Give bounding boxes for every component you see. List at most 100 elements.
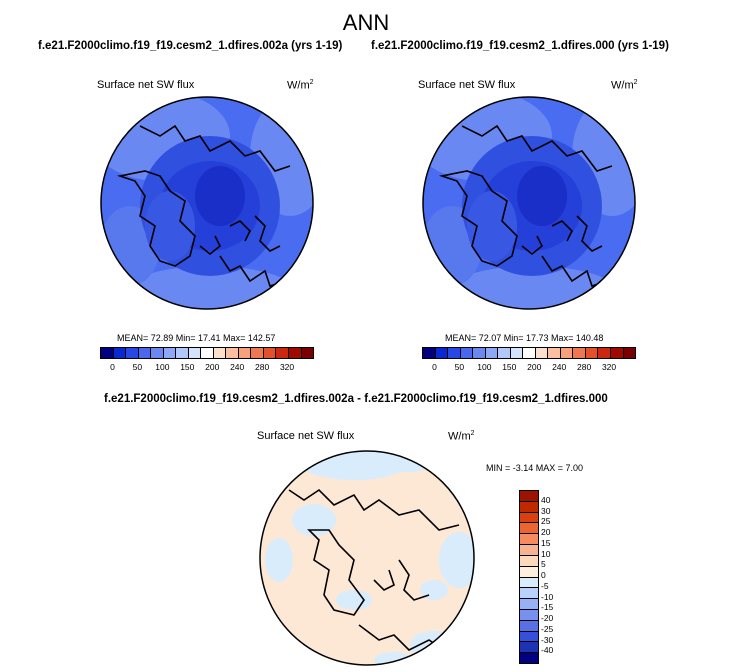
colorbar-swatch [498, 348, 511, 358]
colorbar-swatch [523, 348, 536, 358]
diff-units-label: W/m2 [448, 430, 475, 443]
colorbar-tick-label: 240 [230, 362, 245, 372]
right-variable-label: Surface net SW flux [418, 79, 516, 91]
left-units-label: W/m2 [287, 79, 314, 92]
colorbar-swatch [251, 348, 264, 358]
right-units-label: W/m2 [611, 79, 638, 92]
colorbar-swatch [520, 653, 538, 663]
colorbar-swatch [423, 348, 436, 358]
colorbar-tick-label: 100 [477, 362, 492, 372]
colorbar-swatch [520, 566, 538, 578]
colorbar-tick-label: 280 [577, 362, 592, 372]
colorbar-tick-label: -25 [541, 623, 554, 634]
colorbar-swatch [520, 599, 538, 610]
colorbar-tick-label: -40 [541, 645, 554, 656]
colorbar-tick-label: -10 [541, 591, 554, 602]
colorbar-swatch [520, 642, 538, 654]
left-colorbar-ticks: 0 50 100 150 200 240 280 320 [100, 362, 312, 374]
colorbar-swatch [520, 588, 538, 600]
left-stats: MEAN= 72.89 Min= 17.41 Max= 142.57 [117, 333, 276, 343]
colorbar-swatch [520, 501, 538, 513]
colorbar-swatch [176, 348, 189, 358]
colorbar-swatch [126, 348, 139, 358]
colorbar-swatch [520, 534, 538, 546]
diff-colorbar-ticks: 40 30 25 20 15 10 5 0 -5 -10 -15 -20 -25 -30 -40 [541, 490, 571, 662]
colorbar-swatch [520, 577, 538, 589]
diff-polar-map [259, 450, 475, 666]
colorbar-swatch [201, 348, 214, 358]
colorbar-swatch [520, 523, 538, 535]
colorbar-swatch [623, 348, 636, 358]
colorbar-tick-label: 30 [541, 505, 551, 516]
colorbar-swatch [573, 348, 586, 358]
colorbar-swatch [610, 348, 624, 358]
colorbar-swatch [585, 348, 599, 358]
colorbar-tick-label: -15 [541, 602, 554, 613]
colorbar-tick-label: 0 [541, 570, 546, 580]
colorbar-tick-label: -30 [541, 634, 554, 645]
colorbar-swatch [188, 348, 202, 358]
colorbar-tick-label: 5 [541, 559, 546, 570]
right-stats: MEAN= 72.07 Min= 17.73 Max= 140.48 [445, 333, 604, 343]
colorbar-tick-label: 0 [110, 362, 115, 372]
colorbar-swatch [113, 348, 127, 358]
colorbar-tick-label: -5 [541, 580, 549, 591]
colorbar-swatch [448, 348, 461, 358]
left-polar-map [100, 96, 314, 310]
colorbar-swatch [138, 348, 152, 358]
right-polar-map [422, 96, 636, 310]
colorbar-swatch [163, 348, 177, 358]
right-colorbar-ticks: 0 50 100 150 200 240 280 320 [422, 362, 634, 374]
colorbar-tick-label: 200 [527, 362, 542, 372]
colorbar-swatch [435, 348, 449, 358]
colorbar-tick-label: 320 [279, 362, 295, 372]
colorbar-swatch [288, 348, 302, 358]
colorbar-swatch [520, 512, 538, 524]
colorbar-tick-label: 150 [180, 362, 195, 372]
colorbar-tick-label: 100 [155, 362, 170, 372]
colorbar-swatch [520, 631, 538, 643]
colorbar-swatch [473, 348, 486, 358]
colorbar-swatch [101, 348, 114, 358]
colorbar-swatch [520, 609, 538, 621]
right-case-title: f.e21.F2000climo.f19_f19.cesm2_1.dfires.… [371, 40, 669, 52]
colorbar-tick-label: 50 [454, 362, 465, 372]
colorbar-swatch [301, 348, 314, 358]
colorbar-swatch [238, 348, 252, 358]
colorbar-swatch [151, 348, 164, 358]
colorbar-swatch [520, 555, 538, 567]
colorbar-swatch [263, 348, 277, 358]
diff-title: f.e21.F2000climo.f19_f19.cesm2_1.dfires.… [104, 393, 608, 405]
colorbar-tick-label: 15 [541, 537, 551, 548]
colorbar-swatch [460, 348, 474, 358]
right-colorbar [422, 347, 636, 359]
colorbar-tick-label: 240 [552, 362, 567, 372]
colorbar-tick-label: 280 [255, 362, 270, 372]
colorbar-swatch [485, 348, 499, 358]
diff-variable-label: Surface net SW flux [257, 430, 355, 442]
colorbar-swatch [598, 348, 611, 358]
colorbar-swatch [510, 348, 524, 358]
figure-title: ANN [342, 10, 390, 35]
left-case-title: f.e21.F2000climo.f19_f19.cesm2_1.dfires.… [38, 40, 343, 52]
colorbar-tick-label: -20 [541, 613, 554, 623]
colorbar-tick-label: 320 [601, 362, 617, 372]
diff-colorbar [519, 490, 539, 664]
colorbar-tick-label: 40 [541, 494, 551, 505]
colorbar-tick-label: 10 [541, 548, 551, 559]
colorbar-swatch [213, 348, 227, 358]
left-variable-label: Surface net SW flux [97, 79, 195, 91]
colorbar-swatch [520, 545, 538, 556]
colorbar-tick-label: 20 [541, 527, 551, 537]
colorbar-tick-label: 50 [132, 362, 143, 372]
colorbar-swatch [276, 348, 289, 358]
colorbar-swatch [520, 491, 538, 502]
colorbar-swatch [548, 348, 561, 358]
colorbar-swatch [560, 348, 574, 358]
colorbar-swatch [535, 348, 549, 358]
colorbar-tick-label: 150 [502, 362, 517, 372]
left-colorbar [100, 347, 314, 359]
colorbar-tick-label: 25 [541, 516, 551, 527]
colorbar-swatch [226, 348, 239, 358]
colorbar-swatch [520, 620, 538, 632]
